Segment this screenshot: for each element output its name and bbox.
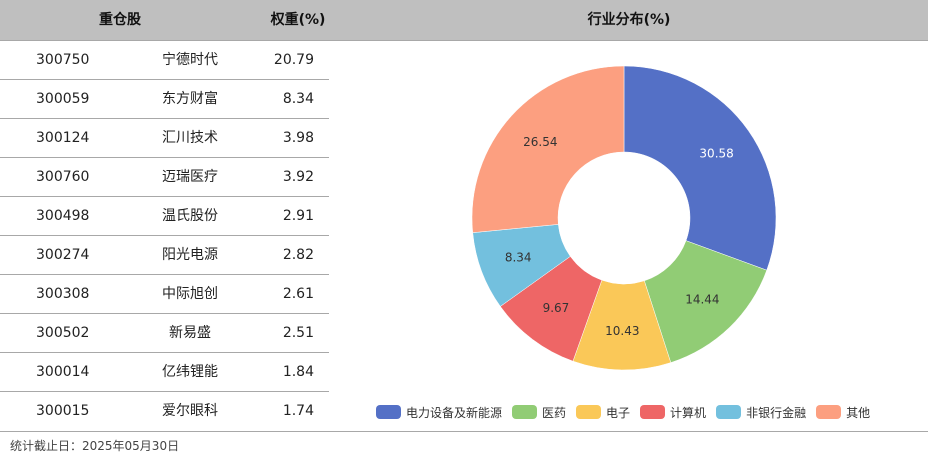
table-row: 300760 迈瑞医疗 3.92 — [0, 158, 329, 197]
legend-label: 电子 — [606, 405, 631, 420]
legend-swatch — [640, 405, 666, 419]
stock-name: 阳光电源 — [162, 247, 218, 263]
slice-value-label: 14.44 — [685, 292, 719, 306]
stock-name: 温氏股份 — [162, 208, 218, 224]
stock-weight: 2.91 — [282, 208, 314, 224]
slice-value-label: 10.43 — [605, 324, 639, 338]
stock-weight: 2.51 — [282, 325, 314, 341]
donut-slice[interactable] — [471, 65, 625, 233]
legend-item[interactable]: 其他 — [816, 404, 870, 421]
stock-name: 宁德时代 — [162, 52, 218, 68]
stock-name: 汇川技术 — [162, 130, 218, 146]
donut-svg: 30.58 14.44 10.43 9.67 8.34 26.54 — [471, 65, 777, 371]
industry-donut-chart: 30.58 14.44 10.43 9.67 8.34 26.54 电力设备及新能源 医药… — [330, 41, 928, 431]
table-row: 300059 东方财富 8.34 — [0, 80, 329, 119]
slice-value-label: 8.34 — [505, 251, 532, 265]
table-row: 300750 宁德时代 20.79 — [0, 41, 329, 80]
legend-item[interactable]: 计算机 — [640, 404, 706, 421]
table-row: 300498 温氏股份 2.91 — [0, 197, 329, 236]
stock-weight: 20.79 — [273, 52, 314, 68]
stock-weight: 1.74 — [282, 403, 314, 419]
column-header-stock: 重仓股 — [99, 12, 141, 28]
legend-label: 医药 — [542, 405, 567, 420]
table-row: 300014 亿纬锂能 1.84 — [0, 353, 329, 392]
stock-code: 300015 — [36, 403, 90, 419]
holdings-table: 300750 宁德时代 20.79 300059 东方财富 8.34 30012… — [0, 41, 329, 430]
legend-item[interactable]: 医药 — [512, 404, 566, 421]
legend-item[interactable]: 非银行金融 — [716, 404, 806, 421]
stock-weight: 3.92 — [282, 169, 314, 185]
legend-label: 其他 — [846, 405, 871, 420]
table-header: 重仓股 权重(%) 行业分布(%) — [0, 0, 928, 41]
donut-slice[interactable] — [623, 65, 777, 271]
legend-swatch — [816, 405, 842, 419]
stock-name: 迈瑞医疗 — [162, 169, 218, 185]
footer: 统计截止日：2025年05月30日 — [0, 431, 928, 463]
legend-item[interactable]: 电子 — [576, 404, 630, 421]
column-header-industry: 行业分布(%) — [587, 12, 671, 28]
legend-swatch — [576, 405, 602, 419]
legend-swatch — [512, 405, 538, 419]
slice-value-label: 26.54 — [523, 135, 557, 149]
column-header-weight: 权重(%) — [270, 12, 326, 28]
table-row: 300274 阳光电源 2.82 — [0, 236, 329, 275]
stock-code: 300760 — [36, 169, 90, 185]
stock-code: 300750 — [36, 52, 90, 68]
stock-code: 300498 — [36, 208, 90, 224]
table-row: 300015 爱尔眼科 1.74 — [0, 392, 329, 430]
stock-code: 300124 — [36, 130, 90, 146]
stock-code: 300059 — [36, 91, 90, 107]
stock-weight: 2.82 — [282, 247, 314, 263]
stock-name: 亿纬锂能 — [162, 364, 218, 380]
legend-item[interactable]: 电力设备及新能源 — [376, 404, 502, 421]
table-row: 300308 中际旭创 2.61 — [0, 275, 329, 314]
stock-name: 东方财富 — [162, 91, 218, 107]
stock-code: 300308 — [36, 286, 90, 302]
stock-name: 爱尔眼科 — [162, 403, 218, 419]
stock-name: 中际旭创 — [162, 286, 218, 302]
stock-code: 300014 — [36, 364, 90, 380]
legend-label: 计算机 — [670, 405, 707, 420]
stock-code: 300274 — [36, 247, 90, 263]
table-row: 300502 新易盛 2.51 — [0, 314, 329, 353]
stock-weight: 2.61 — [282, 286, 314, 302]
stock-code: 300502 — [36, 325, 90, 341]
legend-label: 非银行金融 — [746, 405, 807, 420]
legend-swatch — [376, 405, 401, 419]
legend-swatch — [716, 405, 742, 419]
table-row: 300124 汇川技术 3.98 — [0, 119, 329, 158]
stock-weight: 3.98 — [282, 130, 314, 146]
stock-weight: 1.84 — [282, 364, 314, 380]
as-of-date: 统计截止日：2025年05月30日 — [10, 439, 180, 453]
legend-label: 电力设备及新能源 — [406, 405, 503, 420]
stock-name: 新易盛 — [169, 325, 211, 341]
stock-weight: 8.34 — [282, 91, 314, 107]
donut-slice[interactable] — [644, 240, 768, 363]
slice-value-label: 9.67 — [543, 301, 570, 315]
slice-value-label: 30.58 — [699, 146, 733, 160]
chart-legend: 电力设备及新能源 医药 电子 计算机 非银行金融 其他 — [376, 403, 880, 421]
